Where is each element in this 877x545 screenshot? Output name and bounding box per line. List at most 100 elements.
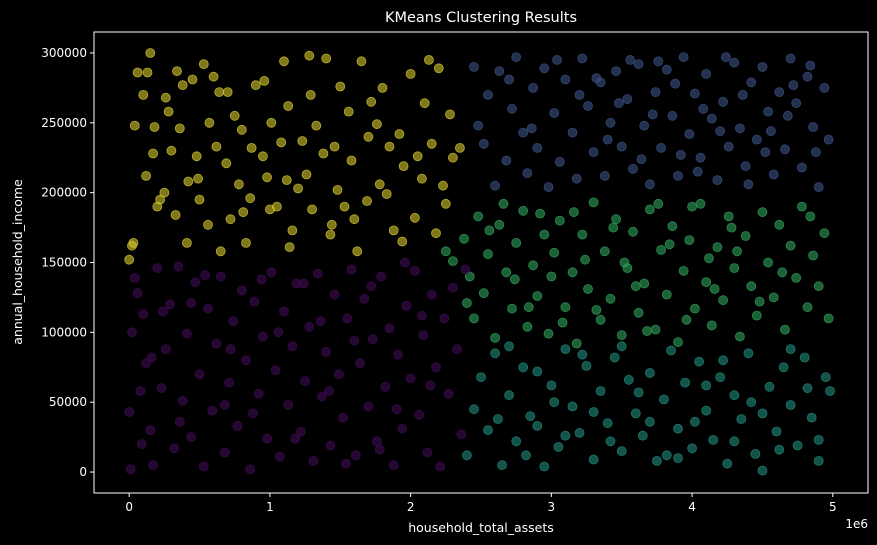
data-point xyxy=(552,55,562,65)
data-point xyxy=(583,284,593,294)
data-point xyxy=(194,369,205,380)
data-point xyxy=(215,271,226,282)
data-point xyxy=(374,179,385,190)
data-point xyxy=(557,317,568,328)
data-point xyxy=(349,214,360,225)
data-point xyxy=(567,401,578,412)
data-point xyxy=(588,454,599,465)
data-point xyxy=(321,346,332,357)
data-point xyxy=(363,131,374,142)
x-axis-label: household_total_assets xyxy=(408,520,554,535)
data-point xyxy=(823,134,834,145)
data-point xyxy=(645,204,655,215)
data-point xyxy=(695,198,706,209)
data-point xyxy=(447,256,458,267)
data-point xyxy=(233,179,244,190)
data-point xyxy=(681,314,692,325)
data-point xyxy=(249,296,260,307)
data-point xyxy=(245,464,256,475)
data-point xyxy=(522,321,533,332)
data-point xyxy=(156,383,167,394)
data-point xyxy=(329,289,340,300)
data-point xyxy=(701,69,712,79)
data-point xyxy=(304,50,315,61)
data-point xyxy=(170,210,181,220)
data-point xyxy=(811,147,821,158)
data-point xyxy=(298,278,309,289)
data-point xyxy=(673,170,683,181)
data-point xyxy=(667,110,678,121)
data-point xyxy=(757,207,768,218)
data-point xyxy=(673,453,683,464)
data-point xyxy=(539,461,550,472)
data-point xyxy=(528,260,538,271)
data-point xyxy=(729,263,740,274)
data-point xyxy=(652,455,662,466)
data-point xyxy=(633,387,644,398)
data-point xyxy=(567,127,578,138)
data-point xyxy=(478,138,489,149)
data-point xyxy=(367,334,378,345)
data-point xyxy=(338,412,349,423)
data-point xyxy=(438,180,448,191)
data-point xyxy=(802,71,813,82)
data-point xyxy=(246,142,257,153)
data-point xyxy=(290,433,301,444)
data-point xyxy=(782,110,793,121)
data-point xyxy=(588,197,599,208)
data-point xyxy=(371,436,382,447)
data-point xyxy=(608,222,619,233)
data-point xyxy=(416,173,427,184)
y-axis: 0 50000 100000 150000 200000 250000 300000 xyxy=(41,46,94,479)
data-point xyxy=(645,179,655,190)
data-point xyxy=(774,219,785,230)
data-point xyxy=(366,281,377,292)
x-axis: 0 1 2 3 4 5 xyxy=(125,493,837,514)
data-point xyxy=(416,310,427,321)
data-point xyxy=(743,348,754,359)
data-point xyxy=(346,264,357,275)
data-point xyxy=(729,390,740,401)
data-point xyxy=(764,381,775,392)
data-point xyxy=(528,83,538,93)
data-point xyxy=(501,155,512,166)
data-point xyxy=(611,66,621,76)
data-point xyxy=(805,60,816,71)
data-point xyxy=(539,229,550,240)
data-point xyxy=(532,420,543,431)
x-tick-label: 3 xyxy=(548,500,556,514)
data-point xyxy=(751,310,762,321)
data-point xyxy=(791,272,802,283)
data-point xyxy=(802,383,813,394)
data-point xyxy=(160,92,171,103)
data-point xyxy=(511,52,522,62)
data-point xyxy=(484,225,495,236)
data-point xyxy=(622,94,633,104)
points-layer xyxy=(124,48,835,476)
data-point xyxy=(650,324,661,335)
data-point xyxy=(166,145,177,156)
data-point xyxy=(435,461,446,472)
data-point xyxy=(729,436,740,447)
data-point xyxy=(820,372,831,383)
data-point xyxy=(721,52,731,62)
data-point xyxy=(461,298,472,308)
data-point xyxy=(692,166,703,177)
data-point xyxy=(525,411,536,422)
data-point xyxy=(443,388,454,399)
data-point xyxy=(819,83,830,93)
data-point xyxy=(431,362,441,373)
data-point xyxy=(191,151,202,162)
data-point xyxy=(673,337,683,348)
data-point xyxy=(362,196,372,206)
y-tick-label: 250000 xyxy=(41,116,87,130)
data-point xyxy=(452,344,463,355)
data-point xyxy=(129,272,140,283)
data-point xyxy=(777,267,788,278)
y-tick-label: 200000 xyxy=(41,186,87,200)
data-point xyxy=(136,439,147,450)
data-point xyxy=(797,162,807,173)
data-point xyxy=(266,117,277,128)
data-point xyxy=(605,293,616,304)
data-point xyxy=(661,289,672,300)
